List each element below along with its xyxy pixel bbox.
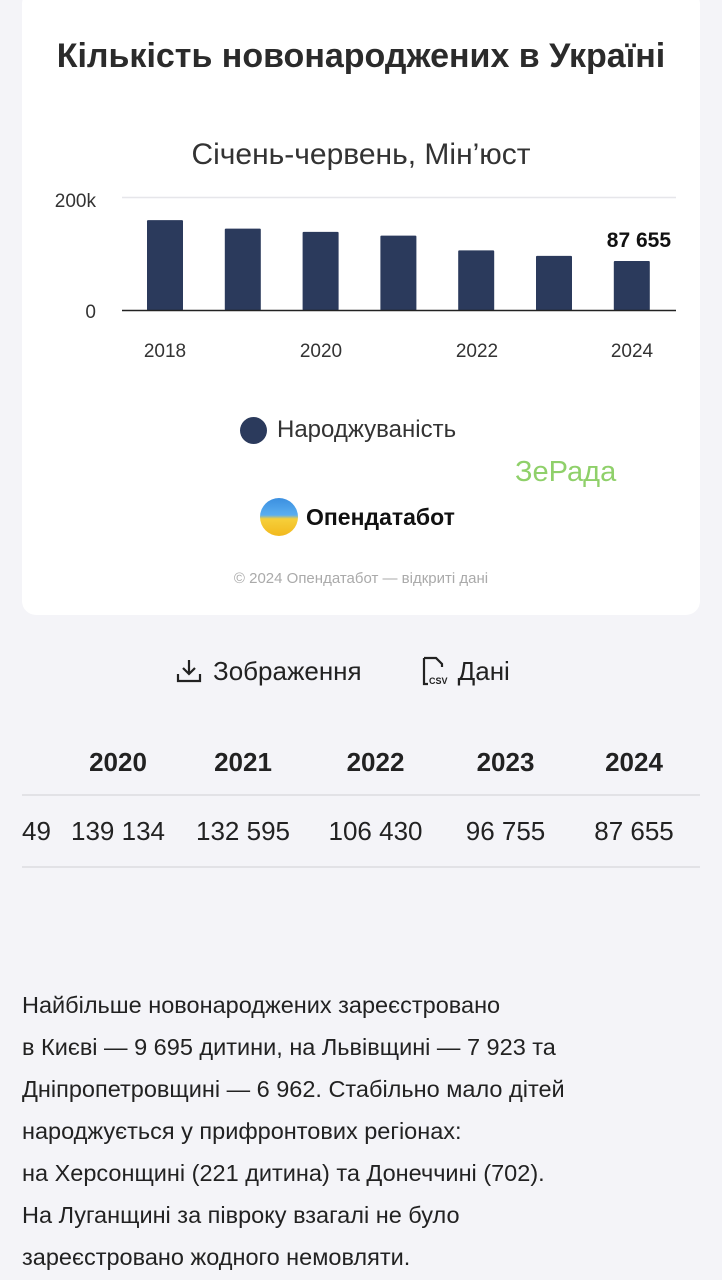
paragraph-line: в Києві — 9 695 дитини, на Львівщині — 7…	[22, 1034, 556, 1060]
paragraph-line: зареєстровано жодного немовляти.	[22, 1244, 411, 1270]
x-tick-label: 2024	[611, 341, 654, 362]
bar-2023[interactable]	[536, 255, 572, 311]
data-table: 2020 2021 2022 2023 2024 49 139 134 132 …	[22, 730, 700, 868]
table-cell: 132 595	[178, 795, 308, 868]
download-image-label: Зображення	[213, 655, 362, 686]
actions: Зображення CSV Дані	[175, 655, 510, 687]
table-cell: 106 430	[308, 795, 443, 868]
table-header: 2021	[178, 730, 308, 796]
table-cell: 139 134	[58, 795, 178, 868]
copyright: © 2024 Опендатабот — відкриті дані	[233, 570, 489, 587]
x-tick-label: 2022	[456, 341, 498, 362]
download-image-button[interactable]: Зображення	[175, 655, 362, 687]
table-header: 2020	[58, 730, 178, 796]
table-cell: 96 755	[443, 795, 568, 868]
table-header	[22, 730, 58, 796]
bar-2022[interactable]	[458, 250, 495, 311]
bar-2019[interactable]	[224, 228, 261, 311]
watermark: ЗеРада	[515, 456, 617, 488]
table-header: 2024	[568, 730, 700, 796]
table-header: 2023	[443, 730, 568, 796]
chart-title: Кількість новонароджених в Україні	[56, 37, 666, 75]
chart-subtitle: Січень-червень, Мін’юст	[191, 138, 531, 171]
bar-2024[interactable]	[613, 260, 650, 311]
y-tick-label: 0	[85, 302, 96, 323]
legend[interactable]: Народжуваність	[240, 416, 456, 444]
brand-name: Опендатабот	[306, 503, 455, 530]
chart-card	[22, 0, 700, 615]
x-tick-label: 2020	[300, 341, 342, 362]
brand-logo: Опендатабот	[260, 498, 455, 536]
paragraph-line: Найбільше новонароджених зареєстровано	[22, 992, 501, 1018]
table-header: 2022	[308, 730, 443, 796]
table-header-row: 2020 2021 2022 2023 2024	[22, 730, 700, 796]
y-tick-label: 200k	[55, 191, 97, 212]
opendatabot-logo-icon	[260, 498, 298, 536]
table-cell: 87 655	[568, 795, 700, 868]
legend-label: Народжуваність	[277, 416, 457, 443]
paragraph-line: На Луганщині за півроку взагалі не було	[22, 1202, 460, 1228]
download-data-label: Дані	[457, 655, 510, 686]
bar-2020[interactable]	[302, 231, 339, 311]
bar-chart: 200k 0 2018 2020 2022 2024 87 655	[55, 191, 676, 362]
bar-2021[interactable]	[380, 235, 417, 311]
svg-text:CSV: CSV	[429, 676, 448, 686]
data-label: 87 655	[607, 229, 672, 252]
table-row: 49 139 134 132 595 106 430 96 755 87 655	[22, 795, 700, 868]
download-icon	[176, 660, 202, 683]
x-tick-label: 2018	[144, 341, 186, 362]
paragraph-line: народжується у прифронтових регіонах:	[22, 1118, 462, 1144]
download-data-button[interactable]: CSV Дані	[420, 655, 510, 687]
csv-file-icon: CSV	[422, 656, 448, 686]
paragraph-line: Дніпропетровщині — 6 962. Стабільно мало…	[22, 1076, 565, 1102]
legend-swatch	[240, 416, 267, 444]
table-cell: 49	[22, 795, 58, 868]
article-paragraph: Найбільше новонароджених зареєстровано в…	[22, 984, 712, 1278]
bar-2018[interactable]	[147, 220, 183, 311]
paragraph-line: на Херсонщині (221 дитина) та Донеччині …	[22, 1160, 545, 1186]
